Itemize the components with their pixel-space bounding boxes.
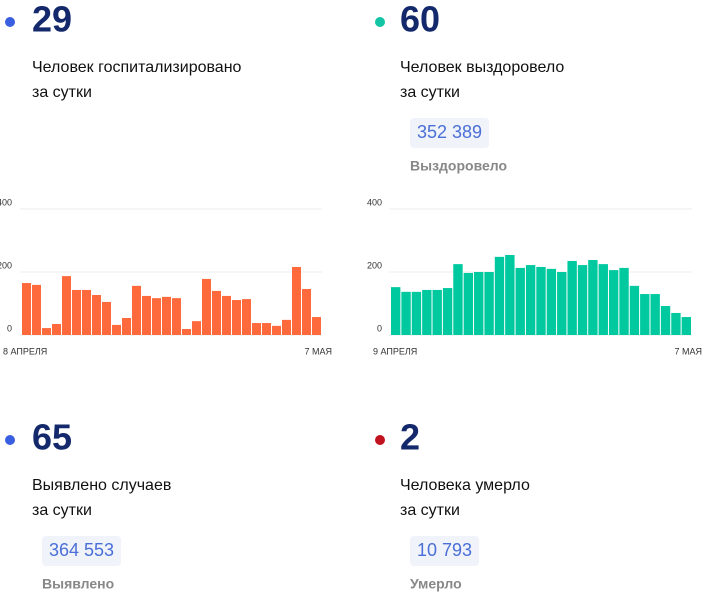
bar bbox=[282, 319, 291, 335]
bar bbox=[132, 285, 141, 335]
bar bbox=[660, 306, 671, 335]
stat-total: 352 389 bbox=[417, 122, 482, 142]
stat-number: 65 bbox=[32, 417, 72, 458]
bar bbox=[484, 272, 494, 335]
bar bbox=[292, 266, 301, 335]
stat-label: за сутки bbox=[32, 502, 92, 519]
y-tick-label: 0 bbox=[377, 323, 382, 333]
stat-label: за сутки bbox=[400, 84, 460, 101]
stat-number: 60 bbox=[400, 0, 440, 40]
bar bbox=[422, 289, 432, 335]
bar bbox=[391, 287, 401, 335]
x-tick-label: 7 МАЯ bbox=[674, 346, 702, 356]
total-badge bbox=[42, 536, 122, 566]
bar bbox=[122, 317, 131, 335]
bar bbox=[202, 278, 211, 335]
bar bbox=[608, 270, 619, 335]
dot bbox=[5, 435, 15, 445]
stat-label: за сутки bbox=[400, 502, 460, 519]
bar bbox=[453, 264, 463, 335]
bar bbox=[650, 294, 660, 335]
bar bbox=[52, 323, 61, 335]
bar bbox=[536, 266, 546, 335]
bar bbox=[525, 265, 536, 335]
bar bbox=[72, 289, 81, 335]
y-tick-label: 400 bbox=[367, 197, 382, 207]
bar bbox=[474, 272, 484, 335]
x-tick-label: 9 АПРЕЛЯ bbox=[373, 346, 417, 356]
bar bbox=[546, 268, 557, 335]
bar bbox=[252, 323, 261, 335]
stat-label: Выявлено случаев bbox=[32, 477, 171, 494]
bar bbox=[640, 294, 650, 335]
stat-number: 2 bbox=[400, 417, 420, 458]
bar bbox=[411, 291, 422, 335]
x-tick-label: 7 МАЯ bbox=[304, 346, 332, 356]
bar bbox=[494, 256, 505, 335]
bar bbox=[102, 301, 111, 335]
bar bbox=[162, 296, 171, 335]
bar bbox=[92, 294, 101, 335]
bar bbox=[242, 299, 251, 335]
bar bbox=[588, 260, 598, 335]
total-caption: Выявлено bbox=[42, 576, 114, 592]
stat-total: 10 793 bbox=[417, 540, 472, 560]
dot bbox=[375, 435, 385, 445]
bar bbox=[463, 272, 474, 335]
bar bbox=[152, 298, 161, 335]
x-tick-label: 8 АПРЕЛЯ bbox=[3, 346, 47, 356]
bar bbox=[182, 329, 191, 335]
bar bbox=[42, 328, 51, 335]
total-caption: Выздоровело bbox=[410, 158, 507, 174]
bar bbox=[442, 288, 453, 335]
bar bbox=[172, 298, 181, 335]
y-tick-label: 200 bbox=[367, 260, 382, 270]
stat-label: за сутки bbox=[32, 84, 92, 101]
bar bbox=[22, 283, 31, 335]
bar bbox=[232, 300, 241, 335]
total-badge bbox=[410, 118, 490, 148]
dot bbox=[5, 17, 15, 27]
bar bbox=[629, 285, 640, 335]
bar bbox=[32, 284, 41, 335]
bar bbox=[505, 254, 515, 335]
bar bbox=[671, 312, 681, 335]
bar bbox=[82, 289, 91, 335]
bar bbox=[401, 291, 411, 335]
stat-total: 364 553 bbox=[49, 540, 114, 560]
bar bbox=[112, 324, 121, 335]
bar bbox=[302, 289, 311, 335]
y-tick-label: 0 bbox=[7, 323, 12, 333]
dot bbox=[375, 17, 385, 27]
bar bbox=[62, 276, 71, 335]
y-tick-label: 200 bbox=[0, 260, 12, 270]
stat-label: Человека умерло bbox=[400, 477, 530, 494]
stat-number: 29 bbox=[32, 0, 72, 40]
bar bbox=[598, 264, 608, 335]
total-badge bbox=[410, 536, 480, 566]
bar bbox=[192, 321, 201, 335]
stat-label: Человек госпитализировано bbox=[32, 59, 242, 76]
bar bbox=[142, 295, 151, 335]
bar bbox=[681, 317, 691, 335]
bar bbox=[619, 267, 629, 335]
bar bbox=[212, 290, 221, 335]
bar bbox=[557, 272, 567, 335]
bar bbox=[577, 265, 588, 335]
bar bbox=[262, 323, 271, 335]
bar bbox=[567, 260, 577, 335]
y-tick-label: 400 bbox=[0, 197, 12, 207]
bar bbox=[272, 325, 281, 335]
bar bbox=[312, 317, 321, 335]
total-caption: Умерло bbox=[410, 576, 462, 592]
bar bbox=[515, 267, 525, 335]
stat-label: Человек выздоровело bbox=[400, 59, 564, 76]
bar bbox=[432, 289, 442, 335]
bar bbox=[222, 295, 231, 335]
